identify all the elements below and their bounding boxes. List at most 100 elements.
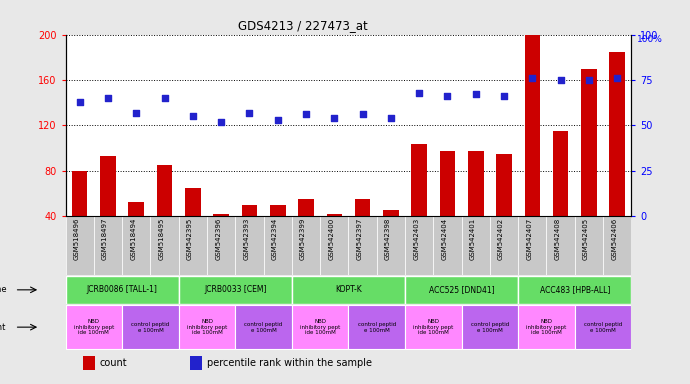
Text: ACC525 [DND41]: ACC525 [DND41] [428, 285, 495, 294]
Bar [320, 216, 348, 275]
Bar [213, 214, 229, 261]
Text: JCRB0033 [CEM]: JCRB0033 [CEM] [204, 285, 266, 294]
Text: GSM518496: GSM518496 [74, 218, 79, 260]
Point [159, 95, 170, 101]
Text: 100%: 100% [637, 35, 663, 43]
Point [272, 117, 284, 123]
Text: GSM542407: GSM542407 [526, 218, 533, 260]
Bar [235, 305, 292, 349]
Text: control peptid
e 100mM: control peptid e 100mM [131, 322, 170, 333]
Point [442, 93, 453, 99]
Bar [179, 216, 207, 275]
Text: GSM518494: GSM518494 [130, 218, 137, 260]
Bar [440, 151, 455, 261]
Bar [66, 276, 179, 304]
Bar [292, 276, 405, 304]
Text: ACC483 [HPB-ALL]: ACC483 [HPB-ALL] [540, 285, 610, 294]
Bar [207, 216, 235, 275]
Bar [100, 156, 116, 261]
Point [555, 77, 566, 83]
Text: control peptid
e 100mM: control peptid e 100mM [357, 322, 396, 333]
Bar [241, 205, 257, 261]
Bar [546, 216, 575, 275]
Text: GSM542399: GSM542399 [300, 218, 306, 260]
Bar [405, 276, 518, 304]
Bar [609, 51, 625, 261]
Text: GSM542394: GSM542394 [272, 218, 277, 260]
Text: count: count [99, 358, 127, 368]
Text: NBD
inhibitory pept
ide 100mM: NBD inhibitory pept ide 100mM [526, 319, 566, 336]
Bar [575, 305, 631, 349]
Bar [157, 165, 172, 261]
Text: GSM542401: GSM542401 [470, 218, 476, 260]
Text: KOPT-K: KOPT-K [335, 285, 362, 294]
Text: GSM518495: GSM518495 [159, 218, 164, 260]
Bar [377, 216, 405, 275]
Text: GSM542406: GSM542406 [611, 218, 618, 260]
Text: control peptid
e 100mM: control peptid e 100mM [244, 322, 283, 333]
Bar [66, 305, 122, 349]
Text: NBD
inhibitory pept
ide 100mM: NBD inhibitory pept ide 100mM [413, 319, 453, 336]
Title: GDS4213 / 227473_at: GDS4213 / 227473_at [238, 19, 368, 32]
Bar [462, 305, 518, 349]
Bar [128, 202, 144, 261]
Bar [603, 216, 631, 275]
Bar [433, 216, 462, 275]
Bar [575, 216, 603, 275]
Bar [185, 187, 201, 261]
Bar [66, 216, 94, 275]
Point [102, 95, 113, 101]
Text: GSM542395: GSM542395 [187, 218, 193, 260]
Point [301, 111, 312, 118]
Text: GSM542405: GSM542405 [583, 218, 589, 260]
Text: NBD
inhibitory pept
ide 100mM: NBD inhibitory pept ide 100mM [300, 319, 340, 336]
Text: agent: agent [0, 323, 6, 332]
Point [527, 75, 538, 81]
Bar [490, 216, 518, 275]
Bar [264, 216, 292, 275]
Bar [496, 154, 512, 261]
Bar [462, 216, 490, 275]
Text: NBD
inhibitory pept
ide 100mM: NBD inhibitory pept ide 100mM [74, 319, 114, 336]
Text: GSM518497: GSM518497 [102, 218, 108, 260]
Text: NBD
inhibitory pept
ide 100mM: NBD inhibitory pept ide 100mM [187, 319, 227, 336]
Bar [190, 356, 202, 370]
Point [612, 75, 623, 81]
Text: percentile rank within the sample: percentile rank within the sample [207, 358, 372, 368]
Text: GSM542397: GSM542397 [357, 218, 363, 260]
Bar [270, 205, 286, 261]
Bar [150, 216, 179, 275]
Point [499, 93, 510, 99]
Bar [405, 216, 433, 275]
Point [131, 109, 142, 116]
Point [386, 115, 397, 121]
Point [329, 115, 340, 121]
Point [584, 77, 595, 83]
Text: GSM542393: GSM542393 [244, 218, 250, 260]
Bar [348, 305, 405, 349]
Point [244, 109, 255, 116]
Text: GSM542402: GSM542402 [498, 218, 504, 260]
Text: control peptid
e 100mM: control peptid e 100mM [471, 322, 509, 333]
Bar [292, 305, 348, 349]
Bar [122, 216, 150, 275]
Bar [468, 151, 484, 261]
Bar [411, 144, 427, 261]
Bar [405, 305, 462, 349]
Text: control peptid
e 100mM: control peptid e 100mM [584, 322, 622, 333]
Bar [298, 199, 314, 261]
Bar [94, 216, 122, 275]
Point [471, 91, 482, 98]
Text: GSM542408: GSM542408 [555, 218, 561, 260]
Bar [355, 199, 371, 261]
Bar [383, 210, 399, 261]
Text: GSM542404: GSM542404 [442, 218, 448, 260]
Bar [518, 305, 575, 349]
Bar [83, 356, 95, 370]
Text: cell line: cell line [0, 285, 6, 294]
Point [216, 119, 227, 125]
Bar [326, 214, 342, 261]
Point [414, 89, 425, 96]
Bar [235, 216, 264, 275]
Bar [179, 305, 235, 349]
